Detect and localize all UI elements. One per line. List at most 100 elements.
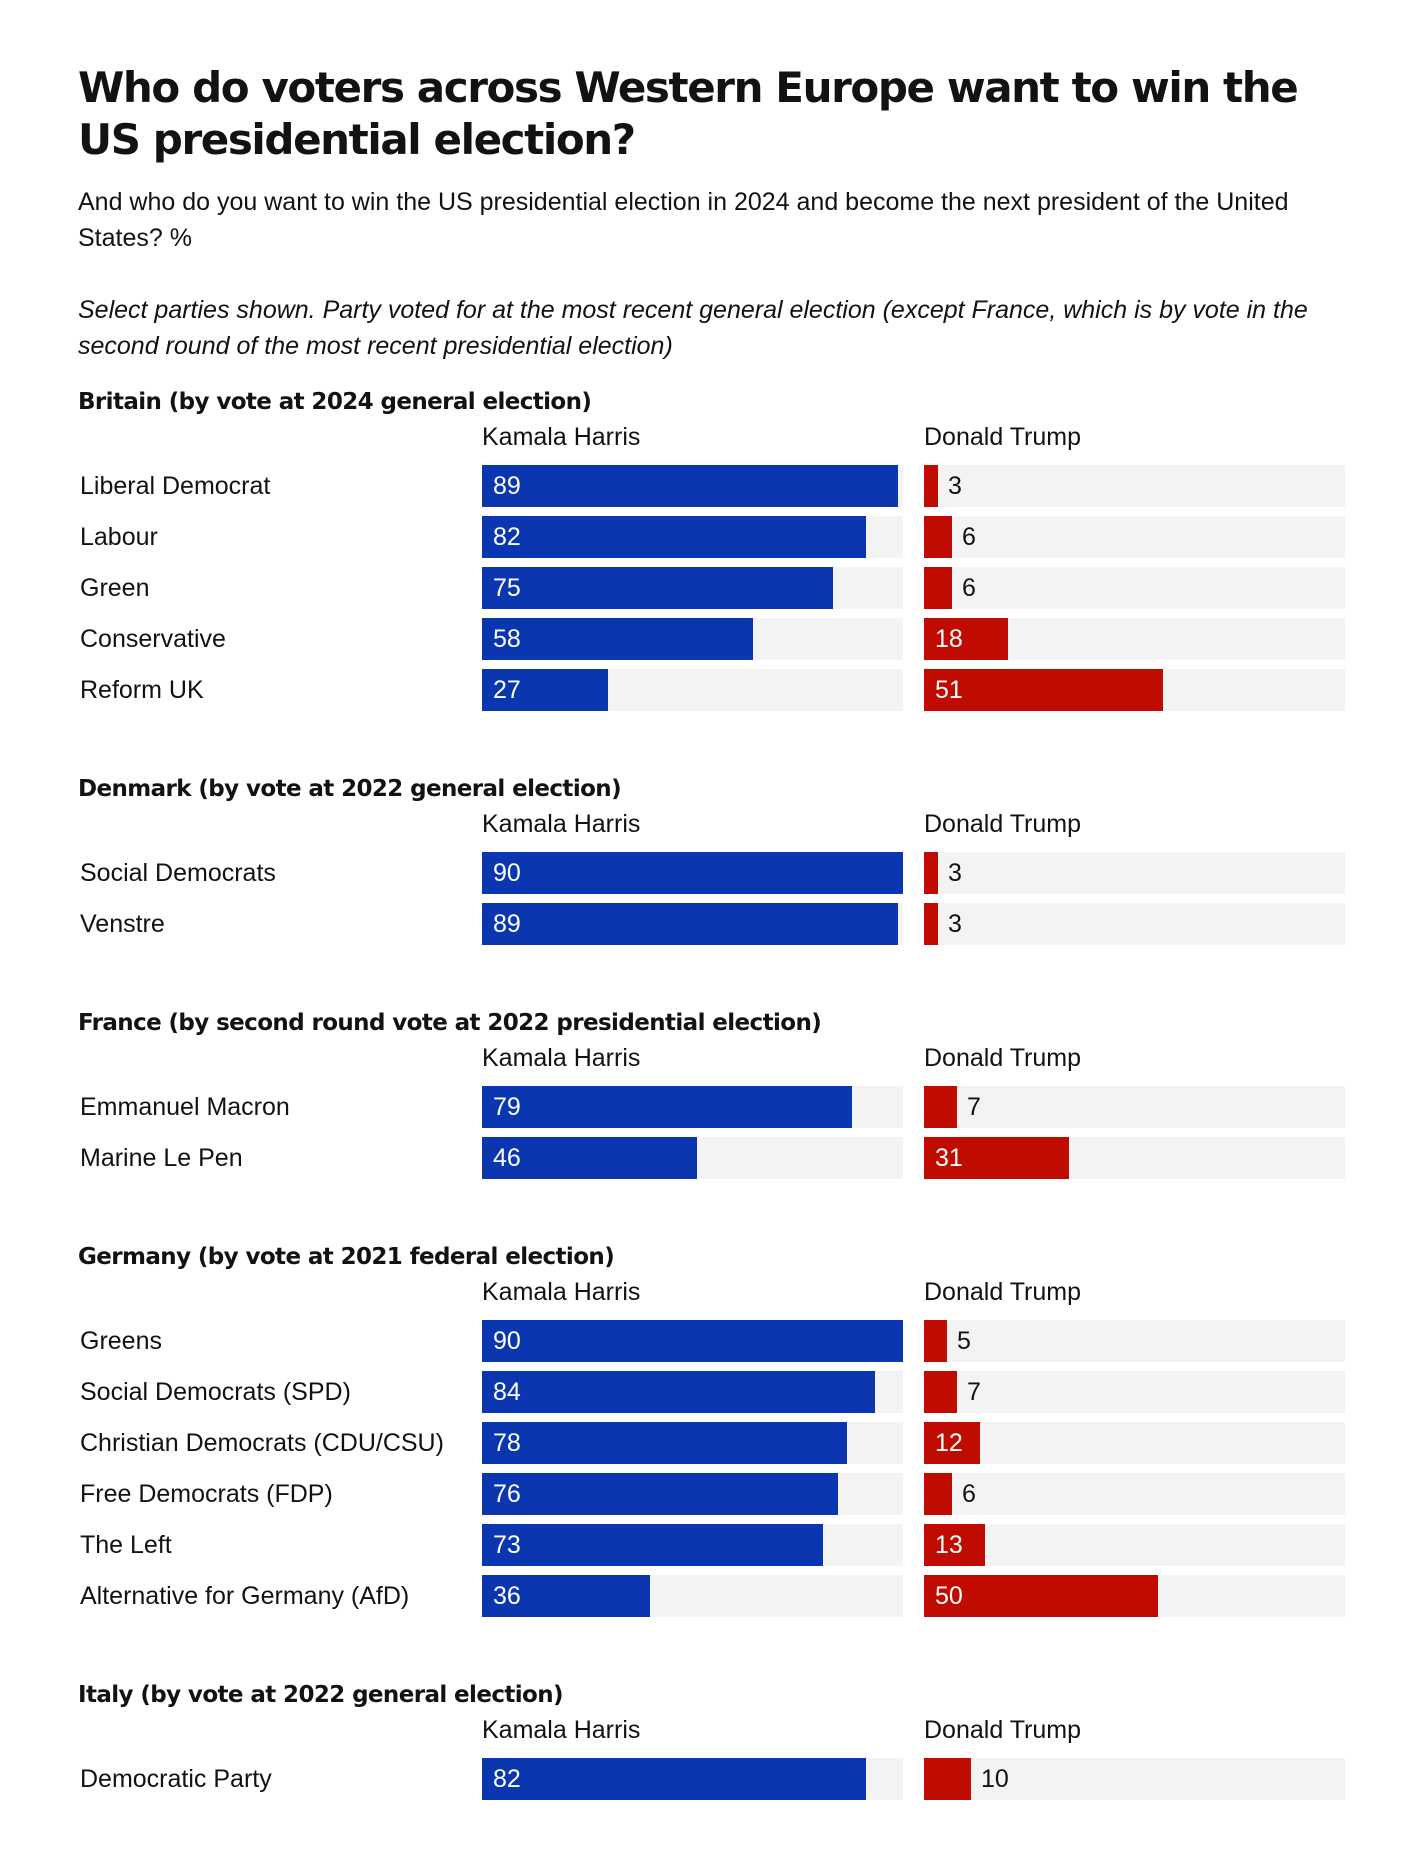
data-label-trump: 7 [967,1093,981,1121]
country-section: Germany (by vote at 2021 federal electio… [78,1239,1346,1621]
data-label-harris: 46 [493,1144,521,1172]
bar-harris [482,465,898,507]
section-title: Italy (by vote at 2022 general election) [78,1682,564,1708]
bar-track-harris: 78 [482,1422,903,1464]
bar-track-harris: 76 [482,1473,903,1515]
data-label-trump: 51 [935,676,963,704]
column-header-harris: Kamala Harris [482,810,641,838]
bar-row: The Left 73 13 [78,1519,1346,1570]
country-section: Italy (by vote at 2022 general election)… [78,1677,1346,1804]
chart-sections: Britain (by vote at 2024 general electio… [78,384,1346,1804]
bar-harris [482,1524,823,1566]
bar-track-harris: 82 [482,516,903,558]
category-label: Free Democrats (FDP) [80,1480,333,1508]
data-label-harris: 84 [493,1378,521,1406]
data-label-trump: 6 [962,1480,976,1508]
data-label-trump: 5 [957,1327,971,1355]
column-header-harris: Kamala Harris [482,423,641,451]
bar-harris [482,1575,650,1617]
bar-trump [924,1320,947,1362]
data-label-trump: 31 [935,1144,963,1172]
bar-harris [482,567,833,609]
bar-trump [924,1086,957,1128]
column-header-trump: Donald Trump [924,1716,1082,1744]
bar-track-harris: 36 [482,1575,903,1617]
section-title: France (by second round vote at 2022 pre… [78,1010,822,1036]
bar-track-harris: 84 [482,1371,903,1413]
category-label: Alternative for Germany (AfD) [80,1582,410,1610]
bar-trump [924,516,952,558]
data-label-harris: 75 [493,574,521,602]
data-label-harris: 58 [493,625,521,653]
data-label-harris: 89 [493,910,521,938]
bar-trump [924,1524,985,1566]
bar-trump [924,903,938,945]
category-label: The Left [80,1531,172,1559]
bar-track-trump: 6 [924,567,1345,609]
column-headers: Kamala Harris Donald Trump [78,807,1346,847]
bar-track-trump: 3 [924,903,1345,945]
bar-row: Alternative for Germany (AfD) 36 50 [78,1570,1346,1621]
bar-track-trump: 3 [924,852,1345,894]
bar-harris [482,1086,852,1128]
column-headers: Kamala Harris Donald Trump [78,420,1346,460]
section-title: Germany (by vote at 2021 federal electio… [78,1244,615,1270]
category-label: Conservative [80,625,226,653]
bar-harris [482,1422,847,1464]
bar-row: Marine Le Pen 46 31 [78,1132,1346,1183]
bar-harris [482,1758,866,1800]
data-label-harris: 73 [493,1531,521,1559]
column-headers: Kamala Harris Donald Trump [78,1275,1346,1315]
data-label-trump: 6 [962,523,976,551]
bar-track-trump: 10 [924,1758,1345,1800]
bar-row: Social Democrats (SPD) 84 7 [78,1366,1346,1417]
data-label-harris: 76 [493,1480,521,1508]
bar-row: Reform UK 27 51 [78,664,1346,715]
bar-track-trump: 3 [924,465,1345,507]
bar-trump [924,465,938,507]
bar-track-trump: 31 [924,1137,1345,1179]
bar-trump [924,852,938,894]
column-header-trump: Donald Trump [924,1044,1082,1072]
bar-trump [924,1371,957,1413]
bar-track-harris: 75 [482,567,903,609]
data-label-harris: 89 [493,472,521,500]
bar-row: Greens 90 5 [78,1315,1346,1366]
bar-track-trump: 12 [924,1422,1345,1464]
bar-track-harris: 46 [482,1137,903,1179]
column-headers: Kamala Harris Donald Trump [78,1713,1346,1753]
bar-track-trump: 18 [924,618,1345,660]
bar-track-harris: 82 [482,1758,903,1800]
chart-subtitle: And who do you want to win the US presid… [78,188,1289,252]
bar-row: Christian Democrats (CDU/CSU) 78 12 [78,1417,1346,1468]
bar-trump [924,618,1008,660]
category-label: Green [80,574,150,602]
category-label: Liberal Democrat [80,472,271,500]
bar-track-harris: 73 [482,1524,903,1566]
bar-trump [924,669,1163,711]
bar-trump [924,1758,971,1800]
data-label-trump: 7 [967,1378,981,1406]
bar-track-harris: 58 [482,618,903,660]
bar-harris [482,1473,838,1515]
bar-trump [924,1422,980,1464]
column-header-harris: Kamala Harris [482,1716,641,1744]
data-label-trump: 6 [962,574,976,602]
column-header-harris: Kamala Harris [482,1278,641,1306]
column-header-trump: Donald Trump [924,423,1082,451]
bar-track-trump: 7 [924,1086,1345,1128]
bar-track-harris: 89 [482,903,903,945]
bar-trump [924,1473,952,1515]
bar-row: Emmanuel Macron 79 7 [78,1081,1346,1132]
data-label-trump: 13 [935,1531,963,1559]
bar-track-harris: 79 [482,1086,903,1128]
bar-track-trump: 13 [924,1524,1345,1566]
chart-note: Select parties shown. Party voted for at… [78,296,1308,360]
chart-page: Who do voters across Western Europe want… [78,62,1346,1860]
bar-harris [482,1320,903,1362]
category-label: Social Democrats [80,859,276,887]
column-header-trump: Donald Trump [924,1278,1082,1306]
bar-harris [482,903,898,945]
bar-track-harris: 90 [482,1320,903,1362]
bar-track-trump: 51 [924,669,1345,711]
